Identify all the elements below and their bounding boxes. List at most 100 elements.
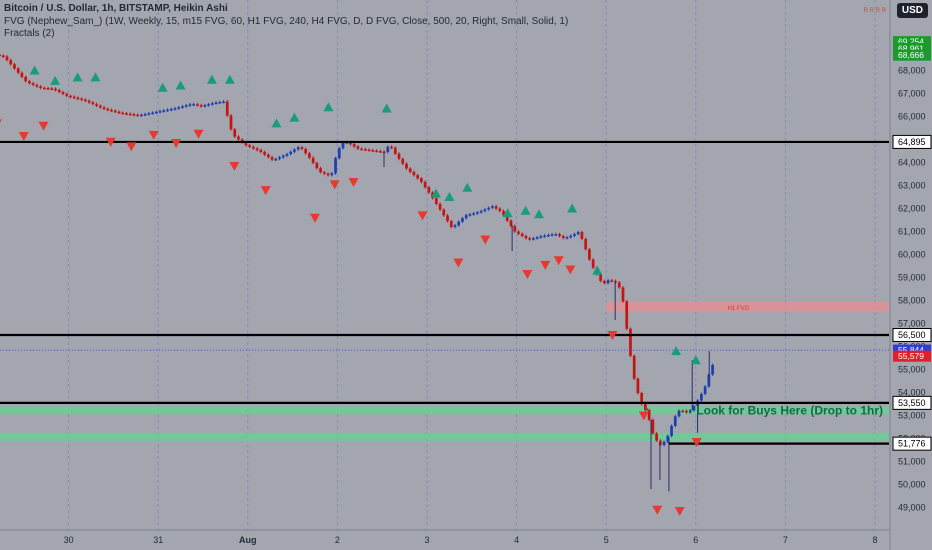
price-label-tag [893, 350, 931, 362]
indicator-legend[interactable]: FVG (Nephew_Sam_) (1W, Weekly, 15, m15 F… [4, 16, 569, 27]
price-label-tag [893, 42, 931, 54]
candle-body [311, 157, 315, 163]
candle-body [692, 405, 696, 411]
candle-body [476, 212, 479, 214]
price-tick-label: 63,000 [898, 181, 926, 191]
candle-body [352, 144, 356, 147]
currency-badge[interactable]: USD [896, 3, 928, 18]
candle-body [293, 149, 296, 152]
candle-body [700, 393, 703, 401]
fractal-down-marker [105, 137, 116, 147]
candle-body [166, 109, 169, 112]
fractal-down-marker [260, 186, 271, 196]
candle-body [550, 234, 554, 236]
candle-body [688, 410, 692, 413]
price-label-tag [893, 36, 931, 48]
fractal-up-marker [90, 72, 101, 82]
candle-body [375, 150, 378, 153]
candle-body [498, 208, 502, 211]
candle-body [711, 364, 714, 375]
candle-body [214, 102, 218, 105]
candle-body [532, 238, 535, 240]
fractal-down-marker [329, 180, 340, 190]
candle-body [91, 102, 95, 105]
candle-body [334, 158, 337, 174]
candle-body [632, 355, 636, 379]
fractal-down-marker [193, 129, 204, 139]
fractal-down-marker [565, 265, 576, 275]
candle-body [569, 235, 573, 238]
time-tick-label: 7 [783, 535, 788, 545]
candle-body [158, 111, 162, 113]
candle-body [360, 148, 364, 151]
candle-body [20, 72, 24, 77]
level-price-tag-label: 53,550 [898, 398, 926, 408]
level-price-tag [892, 328, 932, 342]
candle-body [0, 54, 1, 57]
candle-body [184, 105, 188, 107]
candle-body [188, 104, 192, 106]
candle-body [535, 237, 539, 239]
fractals-legend[interactable]: Fractals (2) [4, 28, 55, 39]
fractal-up-marker [50, 75, 61, 85]
candle-body [517, 231, 520, 234]
price-tick-label: 64,000 [898, 158, 926, 168]
candle-body [673, 416, 677, 426]
fractal-up-marker [206, 74, 217, 84]
candle-body [364, 149, 367, 151]
candle-body [434, 198, 438, 204]
fractal-down-marker [453, 258, 464, 268]
candle-body [490, 206, 494, 208]
candle-body [617, 282, 621, 288]
candle-body [252, 146, 255, 149]
candle-body [207, 104, 210, 106]
candle-body [140, 114, 143, 117]
candle-body [13, 64, 16, 69]
level-price-tag [892, 395, 932, 410]
candle-body [502, 210, 505, 216]
candle-body [330, 173, 334, 176]
candle-body [681, 410, 685, 413]
candle-body [225, 101, 229, 116]
fractal-down-marker [522, 270, 533, 280]
fvg-zone [606, 301, 889, 312]
time-tick-label: 3 [424, 535, 429, 545]
candle-body [218, 102, 222, 104]
candle-body [655, 433, 658, 441]
buy-zone [0, 432, 889, 441]
candle-body [300, 147, 304, 149]
candle-body [662, 441, 666, 446]
candle-body [393, 147, 397, 154]
candle-body [274, 158, 278, 161]
candle-body [539, 236, 543, 238]
fractal-up-marker [323, 102, 334, 112]
candle-body [464, 215, 468, 219]
fractal-down-marker [148, 130, 159, 140]
fractal-up-marker [567, 203, 578, 213]
fractal-up-marker [72, 72, 83, 82]
candle-body [296, 147, 300, 150]
fractal-up-marker [592, 265, 603, 275]
candle-body [229, 115, 233, 130]
candle-body [423, 181, 427, 188]
fractal-up-marker [520, 205, 531, 215]
candle-body [561, 236, 565, 239]
candle-body [666, 435, 670, 442]
candle-body [106, 108, 110, 111]
price-tick-label: 59,000 [898, 273, 926, 283]
candle-body [80, 98, 84, 101]
fractal-up-marker [690, 355, 701, 365]
candle-body [341, 142, 345, 149]
candle-body [255, 148, 259, 151]
candle-body [349, 141, 352, 145]
level-price-tag-label: 56,500 [898, 330, 926, 340]
candle-body [39, 86, 42, 88]
fractal-up-marker [289, 112, 300, 122]
fractal-down-marker [638, 411, 649, 421]
candle-body [5, 56, 9, 61]
candle-body [162, 110, 166, 112]
candle-body [147, 113, 151, 115]
candle-body [685, 410, 688, 413]
